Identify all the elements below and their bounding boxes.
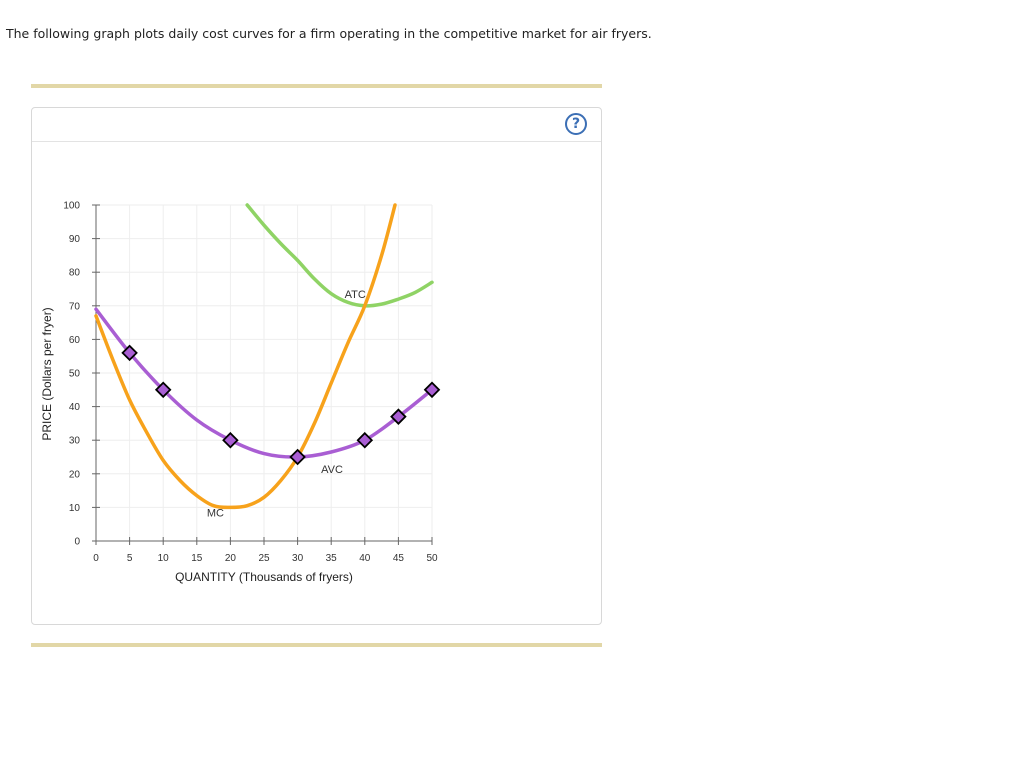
question-intro: The following graph plots daily cost cur… [6,26,652,41]
help-button[interactable]: ? [565,113,587,135]
top-divider [31,84,602,88]
bottom-divider [31,643,602,647]
panel-header-divider [32,141,601,142]
question-mark-icon: ? [571,116,581,132]
graph-panel [31,107,602,625]
